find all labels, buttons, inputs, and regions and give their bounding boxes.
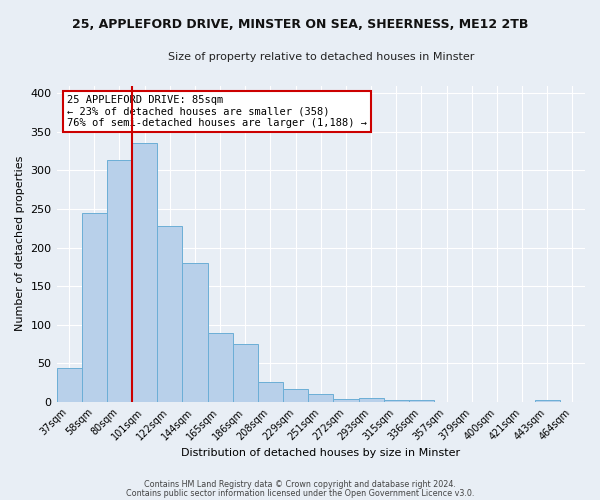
Y-axis label: Number of detached properties: Number of detached properties (15, 156, 25, 332)
Bar (107, 160, 132, 402)
Bar (233, 344, 258, 402)
Bar (383, 400, 409, 402)
Bar (308, 394, 334, 402)
Bar (258, 382, 283, 402)
Bar (535, 400, 560, 402)
Text: 25 APPLEFORD DRIVE: 85sqm
← 23% of detached houses are smaller (358)
76% of semi: 25 APPLEFORD DRIVE: 85sqm ← 23% of detac… (67, 95, 367, 128)
Bar (409, 400, 434, 402)
Bar (334, 399, 359, 402)
Bar (157, 226, 182, 402)
Bar (82, 213, 107, 402)
Title: Size of property relative to detached houses in Minster: Size of property relative to detached ho… (167, 52, 474, 62)
Bar (56, 368, 82, 402)
Text: Contains HM Land Registry data © Crown copyright and database right 2024.: Contains HM Land Registry data © Crown c… (144, 480, 456, 489)
Bar (182, 263, 208, 402)
Bar (132, 144, 157, 402)
Bar (283, 389, 308, 402)
Text: Contains public sector information licensed under the Open Government Licence v3: Contains public sector information licen… (126, 490, 474, 498)
Bar (359, 398, 383, 402)
Bar (208, 332, 233, 402)
X-axis label: Distribution of detached houses by size in Minster: Distribution of detached houses by size … (181, 448, 460, 458)
Text: 25, APPLEFORD DRIVE, MINSTER ON SEA, SHEERNESS, ME12 2TB: 25, APPLEFORD DRIVE, MINSTER ON SEA, SHE… (72, 18, 528, 30)
